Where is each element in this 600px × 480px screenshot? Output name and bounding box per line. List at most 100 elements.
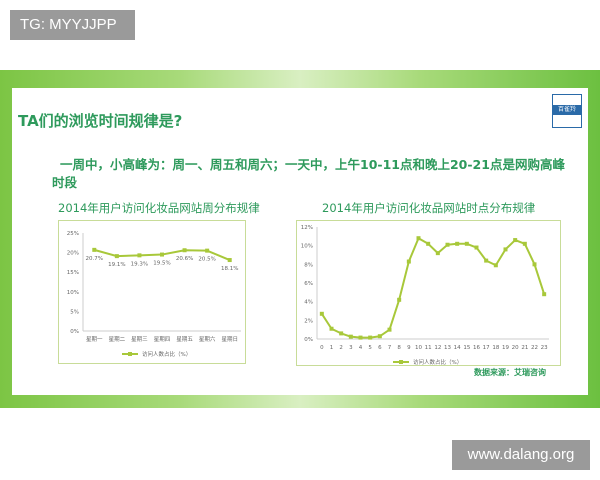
data-point xyxy=(358,335,363,340)
data-label: 20.5% xyxy=(198,257,215,263)
series-line xyxy=(320,237,546,339)
y-tick-label: 20% xyxy=(67,251,79,257)
y-tick-label: 15% xyxy=(67,270,79,276)
data-point xyxy=(348,334,353,339)
slide-title: TA们的浏览时间规律是? xyxy=(18,112,183,130)
x-tick-label: 10 xyxy=(415,345,422,351)
hourly-chart-title: 2014年用户访问化妆品网站时点分布规律 xyxy=(322,201,536,215)
y-tick-label: 10% xyxy=(67,290,79,296)
y-tick-label: 2% xyxy=(304,318,313,324)
legend-label: 访问人数占比（%） xyxy=(413,358,462,365)
x-tick-label: 7 xyxy=(388,345,392,351)
x-tick-label: 5 xyxy=(368,345,372,351)
data-point xyxy=(513,238,518,243)
x-tick-label: 星期四 xyxy=(154,336,171,343)
x-tick-label: 20 xyxy=(512,345,519,351)
y-tick-label: 4% xyxy=(304,300,313,306)
data-label: 20.7% xyxy=(86,256,103,262)
data-point xyxy=(455,241,460,246)
watermark-top: TG: MYYJJPP xyxy=(10,10,135,40)
data-label: 19.5% xyxy=(153,261,170,267)
y-tick-label: 0% xyxy=(70,329,79,335)
brand-logo: 百雀羚 xyxy=(552,94,582,128)
weekly-chart: 0% 5% 10% 15% 20% 25% 星期一 星期二 星期三 星期四 星期五 星期六 星期日 20.… xyxy=(67,231,241,358)
y-tick-label: 6% xyxy=(304,281,313,287)
data-point xyxy=(182,248,187,253)
x-tick-label: 19 xyxy=(502,345,509,351)
x-tick-label: 21 xyxy=(521,345,528,351)
data-point xyxy=(493,263,498,268)
data-label: 20.6% xyxy=(176,256,193,262)
x-tick-label: 13 xyxy=(444,345,451,351)
data-point xyxy=(114,254,119,259)
x-tick-label: 18 xyxy=(492,345,499,351)
watermark-bottom: www.dalang.org xyxy=(452,440,590,470)
data-label: 18.1% xyxy=(221,266,238,272)
y-tick-label: 25% xyxy=(67,231,79,237)
hourly-chart-box: 0% 2% 4% 6% 8% 10% 12% 0 1 2 3 4 5 6 7 8 9 10 11 12 13 14 15 16… xyxy=(296,220,561,366)
x-tick-label: 星期六 xyxy=(199,335,216,343)
data-point xyxy=(426,241,431,246)
data-point xyxy=(329,326,334,331)
y-tick-label: 0% xyxy=(304,337,313,343)
x-tick-label: 17 xyxy=(483,345,490,351)
x-tick-label: 1 xyxy=(330,345,334,351)
x-tick-label: 23 xyxy=(541,345,548,351)
y-tick-label: 12% xyxy=(301,225,313,231)
data-point xyxy=(339,331,344,336)
data-point xyxy=(416,236,421,241)
y-tick-label: 8% xyxy=(304,262,313,268)
hourly-chart: 0%2%4%6%8%10%12%0 1 2 3 4 5 6 7 8 9 10 11 12 13 14 15 16… xyxy=(301,225,549,366)
x-tick-label: 11 xyxy=(425,345,432,351)
y-tick-label: 5% xyxy=(70,309,79,315)
x-tick-label: 8 xyxy=(397,345,401,351)
data-point xyxy=(377,334,382,339)
logo-text: 百雀羚 xyxy=(553,105,581,115)
weekly-chart-title: 2014年用户访问化妆品网站周分布规律 xyxy=(58,201,260,215)
data-point xyxy=(532,262,537,267)
data-point xyxy=(445,242,450,247)
data-point xyxy=(397,297,402,302)
x-tick-label: 14 xyxy=(454,345,461,351)
data-point xyxy=(205,248,210,253)
x-tick-label: 3 xyxy=(349,345,353,351)
data-label: 19.1% xyxy=(108,262,125,268)
data-point xyxy=(406,259,411,264)
data-point xyxy=(522,241,527,246)
x-tick-label: 星期三 xyxy=(131,336,148,343)
slide-summary: 一周中，小高峰为：周一、周五和周六；一天中，上午10-11点和晚上20-21点是… xyxy=(52,157,565,190)
data-point xyxy=(227,258,232,263)
data-label: 19.3% xyxy=(131,261,148,267)
x-tick-label: 星期日 xyxy=(221,336,238,343)
data-point xyxy=(474,245,479,250)
data-point xyxy=(368,335,373,340)
y-tick-label: 10% xyxy=(301,244,313,250)
weekly-chart-box: 0% 5% 10% 15% 20% 25% 星期一 星期二 星期三 星期四 星期五 星期六 星期日 20.… xyxy=(58,220,246,364)
x-tick-label: 15 xyxy=(463,345,470,351)
x-tick-label: 9 xyxy=(407,345,411,351)
data-source: 数据来源：艾瑞咨询 xyxy=(474,368,546,377)
x-tick-label: 22 xyxy=(531,345,538,351)
x-tick-label: 0 xyxy=(320,345,324,351)
legend-marker xyxy=(399,360,403,364)
x-tick-label: 星期二 xyxy=(109,336,126,343)
data-point xyxy=(92,247,97,252)
x-tick-label: 16 xyxy=(473,345,480,351)
legend-label: 访问人数占比（%） xyxy=(142,350,191,358)
data-point xyxy=(435,251,440,256)
data-point xyxy=(542,292,547,297)
x-tick-label: 星期五 xyxy=(176,336,193,343)
data-point xyxy=(319,311,324,316)
x-tick-label: 4 xyxy=(359,345,363,351)
x-tick-label: 6 xyxy=(378,345,382,351)
data-point xyxy=(160,252,164,257)
data-point xyxy=(137,253,142,258)
legend-marker xyxy=(128,352,132,356)
x-tick-label: 2 xyxy=(339,345,343,351)
x-tick-label: 12 xyxy=(434,345,441,351)
data-point xyxy=(503,247,508,252)
x-tick-label: 星期一 xyxy=(86,336,103,343)
data-point xyxy=(387,327,392,332)
data-point xyxy=(464,241,469,246)
data-point xyxy=(484,258,489,263)
